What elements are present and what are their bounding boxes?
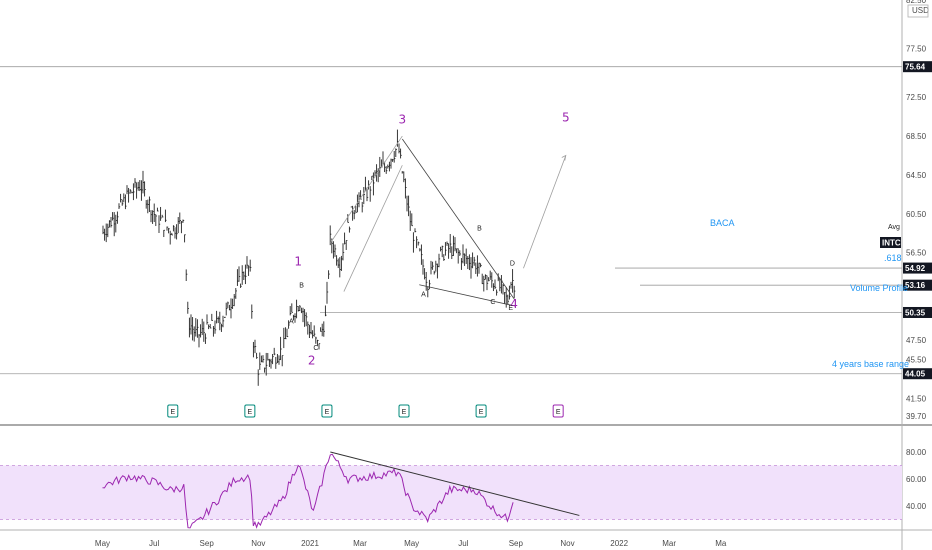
time-tick-label: Jul bbox=[149, 539, 159, 548]
sub-wave-label: A bbox=[421, 291, 426, 298]
sub-wave-label: B bbox=[477, 225, 482, 232]
level-price-label: 44.05 bbox=[905, 370, 926, 379]
earnings-marker-label: E bbox=[556, 409, 561, 416]
level-price-label: 75.64 bbox=[905, 63, 926, 72]
level-price-label: 53.16 bbox=[905, 281, 926, 290]
time-tick-label: Ma bbox=[715, 539, 727, 548]
time-tick-label: Sep bbox=[509, 539, 524, 548]
level-price-label: 50.35 bbox=[905, 308, 926, 317]
price-tick-label: 45.50 bbox=[906, 356, 927, 365]
price-tick-label: 68.50 bbox=[906, 132, 927, 141]
earnings-marker-label: E bbox=[479, 409, 484, 416]
rsi-tick-label: 80.00 bbox=[906, 448, 927, 457]
currency-label: USD bbox=[912, 6, 929, 15]
level-note: BACA bbox=[710, 218, 735, 228]
trendline bbox=[329, 135, 403, 244]
time-tick-label: Sep bbox=[200, 539, 215, 548]
earnings-marker[interactable] bbox=[475, 404, 487, 418]
wave-label: 1 bbox=[294, 254, 302, 268]
rsi-tick-label: 40.00 bbox=[906, 502, 927, 511]
sub-wave-label: B bbox=[299, 283, 304, 290]
time-tick-label: 2021 bbox=[301, 539, 319, 548]
time-tick-label: Nov bbox=[251, 539, 265, 548]
rsi-band bbox=[0, 465, 902, 520]
price-tick-label: 47.50 bbox=[906, 336, 927, 345]
level-price-tag bbox=[903, 262, 932, 274]
time-tick-label: May bbox=[404, 539, 419, 548]
price-tick-label: 60.50 bbox=[906, 210, 927, 219]
earnings-marker-label: E bbox=[325, 409, 330, 416]
projection-line bbox=[523, 155, 567, 269]
wave-label: 3 bbox=[399, 112, 407, 126]
wave-label: 5 bbox=[562, 110, 570, 124]
earnings-marker[interactable] bbox=[398, 404, 410, 418]
sub-wave-label: A bbox=[289, 319, 294, 326]
price-tick-label: 41.50 bbox=[906, 395, 927, 404]
earnings-marker-label: E bbox=[170, 409, 175, 416]
earnings-marker[interactable] bbox=[244, 404, 256, 418]
earnings-marker[interactable] bbox=[167, 404, 179, 418]
rsi-trendline bbox=[330, 451, 580, 516]
sub-wave-label: C bbox=[490, 299, 495, 306]
level-price-label: 54.92 bbox=[905, 264, 926, 273]
currency-box bbox=[907, 4, 929, 18]
symbol-tag-label: INTC bbox=[882, 239, 901, 248]
time-tick-label: 2022 bbox=[610, 539, 628, 548]
wave-label: 4 bbox=[510, 297, 518, 311]
sub-wave-label: D bbox=[510, 260, 515, 267]
price-tick-label: 77.50 bbox=[906, 45, 927, 54]
price-tick-label: 39.70 bbox=[906, 412, 927, 421]
time-tick-label: Nov bbox=[560, 539, 574, 548]
price-tick-label: 72.50 bbox=[906, 93, 927, 102]
level-price-tag bbox=[903, 368, 932, 380]
level-price-tag bbox=[903, 306, 932, 318]
time-tick-label: Mar bbox=[662, 539, 676, 548]
earnings-marker-label: E bbox=[248, 409, 253, 416]
level-note: 4 years base range bbox=[832, 359, 909, 369]
price-tick-label: 64.50 bbox=[906, 171, 927, 180]
level-note: Volume Profile bbox=[850, 283, 908, 293]
symbol-tag bbox=[880, 237, 901, 248]
rsi-line bbox=[102, 453, 514, 529]
time-tick-label: Mar bbox=[353, 539, 367, 548]
wave-label: 2 bbox=[308, 353, 316, 367]
time-tick-label: Jul bbox=[458, 539, 468, 548]
level-price-tag bbox=[903, 279, 932, 291]
trendline bbox=[419, 284, 516, 307]
trendline bbox=[343, 165, 403, 292]
sub-wave-label: C bbox=[313, 345, 318, 352]
level-price-tag bbox=[903, 61, 932, 73]
earnings-marker[interactable] bbox=[552, 404, 564, 418]
price-tick-label: 56.50 bbox=[906, 249, 927, 258]
earnings-marker-label: E bbox=[402, 409, 407, 416]
earnings-marker[interactable] bbox=[321, 404, 333, 418]
sub-wave-label: E bbox=[508, 305, 513, 312]
rsi-tick-label: 60.00 bbox=[906, 475, 927, 484]
trendline bbox=[401, 138, 517, 302]
level-note: .618 bbox=[884, 253, 902, 263]
time-tick-label: May bbox=[95, 539, 110, 548]
avg-label: Avg bbox=[888, 224, 900, 231]
price-tick-label: 82.50 bbox=[906, 0, 927, 5]
projection-arrowhead bbox=[561, 154, 567, 161]
